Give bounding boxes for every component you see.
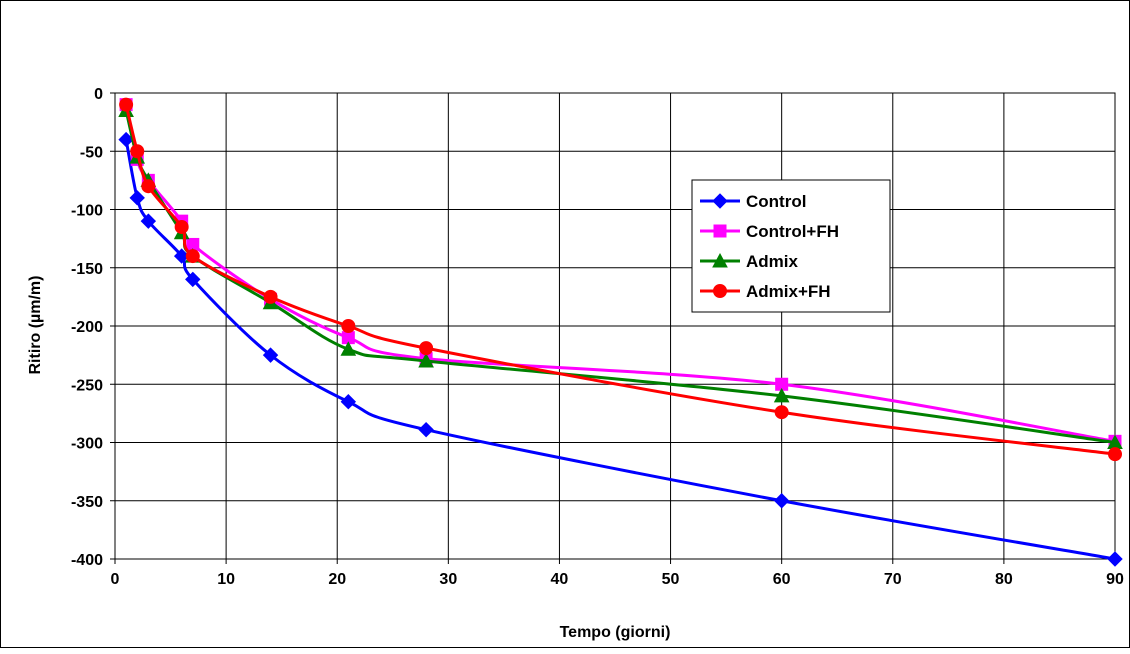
data-point-admix-plus-fh [419, 341, 434, 356]
y-tick-label: -300 [71, 436, 103, 453]
data-point-admix-plus-fh [1108, 447, 1122, 462]
x-tick-label: 70 [884, 571, 902, 588]
legend-entry: Admix+FH [700, 282, 831, 301]
legend-entry: Control+FH [700, 222, 839, 241]
x-tick-label: 20 [328, 571, 346, 588]
data-point-admix-plus-fh [130, 144, 145, 159]
x-tick-label: 10 [217, 571, 235, 588]
data-point-control [340, 394, 357, 410]
axes: 0 10 20 30 40 50 60 70 80 90 0 -50 -100 -150 -200 -250 -… [71, 86, 1124, 588]
data-point-admix [340, 341, 357, 356]
y-tick-label: -150 [71, 261, 103, 278]
x-tick-label: 80 [995, 571, 1013, 588]
x-axis-title: Tempo (giorni) [560, 624, 671, 641]
y-tick-label: -100 [71, 203, 103, 220]
data-point-admix-plus-fh [185, 249, 200, 264]
x-tick-label: 90 [1106, 571, 1124, 588]
grid [114, 92, 1116, 560]
legend-label: Control [746, 192, 806, 211]
data-point-admix [773, 387, 790, 403]
data-point-control [262, 347, 279, 363]
legend: Control Control+FH Admix Admix+FH [691, 179, 891, 313]
data-point-control [418, 421, 434, 438]
legend-label: Admix [746, 252, 799, 271]
legend-swatch-marker [713, 224, 727, 238]
data-point-control [129, 190, 145, 206]
data-point-control [140, 213, 157, 229]
x-tick-label: 40 [551, 571, 569, 588]
data-point-control [1107, 551, 1123, 567]
y-tick-label: -200 [71, 319, 103, 336]
data-point-control [773, 493, 790, 509]
legend-entry: Admix [700, 252, 799, 271]
data-point-admix-plus-fh [263, 289, 278, 304]
data-point-admix-plus-fh [774, 405, 789, 420]
data-point-admix-plus-fh [341, 319, 356, 333]
y-tick-label: 0 [94, 86, 103, 103]
legend-label: Admix+FH [746, 282, 831, 301]
data-point-admix-plus-fh [119, 97, 134, 112]
legend-label: Control+FH [746, 222, 839, 241]
data-point-admix-plus-fh [174, 219, 189, 234]
y-tick-label: -50 [80, 144, 103, 161]
series-control [118, 131, 1123, 567]
x-tick-label: 0 [111, 571, 120, 588]
legend-swatch-marker [712, 252, 728, 268]
series-group [118, 97, 1123, 567]
data-point-control [185, 271, 201, 288]
series-admix-plus-fh [119, 97, 1122, 462]
y-axis-title: Ritiro (µm/m) [27, 276, 44, 375]
x-tick-label: 30 [439, 571, 457, 588]
legend-swatch-marker [713, 284, 727, 298]
y-tick-label: -350 [71, 494, 103, 511]
legend-swatch-marker [712, 193, 728, 209]
data-point-admix [418, 352, 434, 368]
legend-entry: Control [700, 192, 806, 211]
x-tick-label: 60 [773, 571, 791, 588]
y-tick-label: -400 [71, 552, 103, 569]
x-tick-label: 50 [662, 571, 680, 588]
y-tick-label: -250 [71, 377, 103, 394]
data-point-admix-plus-fh [141, 179, 156, 194]
